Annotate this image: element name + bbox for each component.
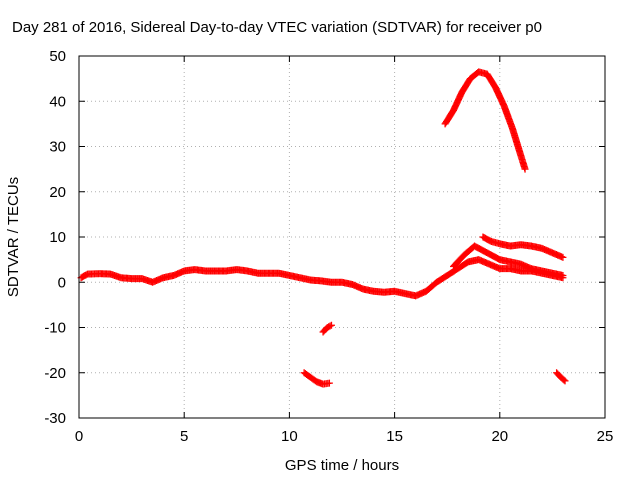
x-tick-label: 0	[75, 428, 83, 445]
x-tick-label: 10	[281, 428, 298, 445]
x-tick-label: 20	[491, 428, 508, 445]
y-tick-label: -10	[44, 320, 66, 337]
plot-frame	[78, 55, 606, 419]
data-point	[559, 271, 567, 279]
y-tick-label: 10	[49, 229, 66, 246]
x-tick-label: 15	[386, 428, 403, 445]
data-point	[325, 379, 333, 387]
data-points	[77, 68, 569, 388]
x-tick-label: 5	[180, 428, 188, 445]
data-point	[559, 253, 567, 261]
data-point	[560, 376, 568, 384]
data-point	[561, 377, 569, 385]
data-point	[521, 165, 529, 173]
x-tick-label: 25	[597, 428, 614, 445]
y-tick-label: 0	[58, 274, 66, 291]
y-tick-label: 40	[49, 93, 66, 110]
y-tick-label: -30	[44, 410, 66, 427]
data-point	[326, 322, 334, 330]
y-tick-label: 30	[49, 139, 66, 156]
y-tick-label: 50	[49, 48, 66, 65]
y-tick-label: -20	[44, 365, 66, 382]
ticks: 0 5 10 15 20 25 -30 -20 -10 0 10 20 30 40 50	[44, 48, 613, 445]
data-point	[327, 321, 335, 329]
x-axis-label: GPS time / hours	[285, 457, 399, 474]
y-axis-label: SDTVAR / TECUs	[5, 177, 22, 297]
grid	[79, 56, 605, 418]
chart-title: Day 281 of 2016, Sidereal Day-to-day VTE…	[12, 19, 542, 36]
y-tick-label: 20	[49, 184, 66, 201]
